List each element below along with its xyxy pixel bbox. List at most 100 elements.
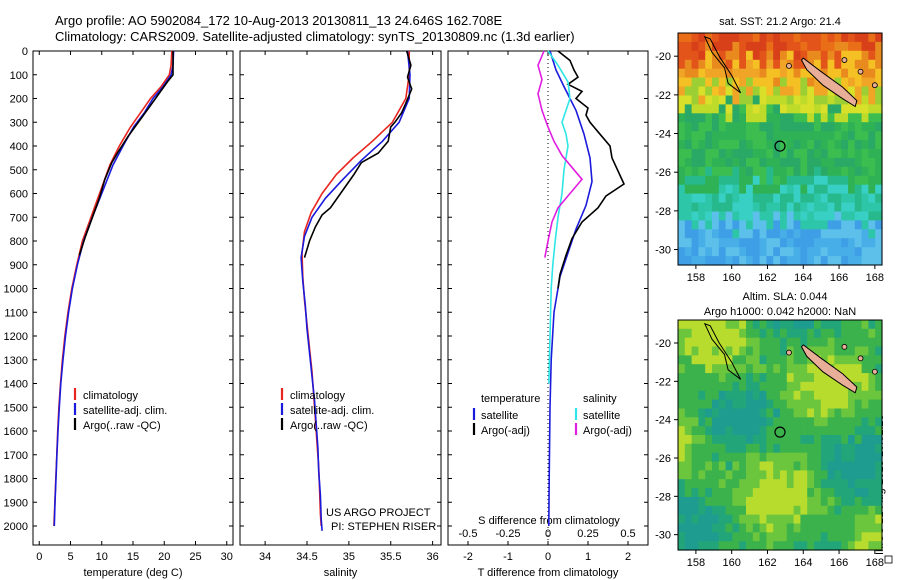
map-cell xyxy=(698,346,706,356)
map-cell xyxy=(814,247,822,257)
map-cell xyxy=(678,140,686,150)
map-cell xyxy=(848,399,856,409)
map-cell xyxy=(841,364,849,374)
map-cell xyxy=(698,488,706,498)
map-cell xyxy=(793,140,801,150)
difference-panel: -2 -1 0 1 2-0.5 -0.25 0 0.25 0.5S difference fro… xyxy=(447,50,649,579)
imos-logo-icon xyxy=(884,555,893,564)
map-cell xyxy=(712,104,720,114)
map-cell xyxy=(712,77,720,88)
map-cell xyxy=(705,337,713,348)
x-tick-label: 166 xyxy=(830,272,848,284)
map-cell xyxy=(800,496,808,507)
map-cell xyxy=(820,59,829,70)
islet xyxy=(841,57,848,63)
map-cell xyxy=(848,320,856,330)
map-cell xyxy=(691,390,699,401)
map-cell xyxy=(875,220,883,230)
map-cell xyxy=(684,166,693,177)
map-cell xyxy=(807,488,815,498)
series-line-black xyxy=(78,51,174,256)
map-cell xyxy=(712,184,720,195)
map-cell xyxy=(861,140,869,150)
map-cell xyxy=(793,541,801,551)
map-cell xyxy=(698,247,706,257)
map-cell xyxy=(691,399,699,409)
map-cell xyxy=(759,355,767,365)
map-cell xyxy=(746,122,754,132)
map-cell xyxy=(732,33,740,43)
map-cell xyxy=(712,202,720,212)
map-cell xyxy=(827,390,835,401)
map-cell xyxy=(746,523,754,533)
map-cell xyxy=(875,175,883,186)
map-cell xyxy=(875,337,883,348)
map-cell xyxy=(793,320,801,330)
map-cell xyxy=(854,426,863,436)
map-cell xyxy=(800,202,808,212)
map-cell xyxy=(841,184,849,195)
map-cell xyxy=(820,122,829,132)
map-cell xyxy=(725,479,733,489)
map-cell xyxy=(854,408,863,418)
map-cell xyxy=(684,50,693,61)
map-cell xyxy=(786,229,795,239)
map-cell xyxy=(848,238,856,248)
map-cell xyxy=(786,41,795,52)
map-cell xyxy=(698,364,706,374)
map-cell xyxy=(691,166,699,177)
map-cell xyxy=(766,229,774,239)
map-cell xyxy=(834,381,842,392)
map-cell xyxy=(861,193,869,204)
map-cell xyxy=(691,175,699,186)
y-tick-label: 1300 xyxy=(4,355,28,367)
map-cell xyxy=(759,131,767,141)
map-cell xyxy=(780,408,788,418)
map-cell xyxy=(780,532,788,542)
map-cell xyxy=(854,104,863,114)
map-cell xyxy=(678,373,686,383)
map-cell xyxy=(691,417,699,427)
y-tick-label: 500 xyxy=(10,165,28,177)
map-cell xyxy=(854,328,863,339)
map-cell xyxy=(678,166,686,177)
map-cell xyxy=(875,399,883,409)
map-cell xyxy=(848,417,856,427)
map-cell xyxy=(739,184,747,195)
map-cell xyxy=(814,470,822,480)
x-tick-label: 164 xyxy=(794,272,812,284)
map-cell xyxy=(705,238,713,248)
map-cell xyxy=(746,59,754,70)
map-cell xyxy=(854,364,863,374)
map-cell xyxy=(732,59,740,70)
map-cell xyxy=(718,247,727,257)
map-cell xyxy=(759,514,767,524)
map-cell xyxy=(834,443,842,454)
map-cell xyxy=(684,59,693,70)
map-cell xyxy=(725,390,733,401)
map-cell xyxy=(725,443,733,454)
map-cell xyxy=(691,364,699,374)
map-cell xyxy=(752,514,761,524)
map-cell xyxy=(718,229,727,239)
map-cell xyxy=(752,417,761,427)
map-cell xyxy=(807,523,815,533)
map-cell xyxy=(814,184,822,195)
map-cell xyxy=(718,346,727,356)
map-cell xyxy=(841,505,849,516)
map-cell xyxy=(800,140,808,150)
map-cell xyxy=(684,247,693,257)
map-cell xyxy=(868,435,876,445)
map-cell xyxy=(780,337,788,348)
map-cell xyxy=(854,193,863,204)
map-cell xyxy=(841,113,849,123)
map-cell xyxy=(875,104,883,114)
y-tick-label: -20 xyxy=(655,51,671,63)
map-cell xyxy=(827,238,835,248)
map-cell xyxy=(698,122,706,132)
map-cell xyxy=(834,238,842,248)
map-cell xyxy=(868,211,876,221)
map-cell xyxy=(786,157,795,168)
map-cell xyxy=(705,95,713,105)
map-cell xyxy=(786,452,795,463)
